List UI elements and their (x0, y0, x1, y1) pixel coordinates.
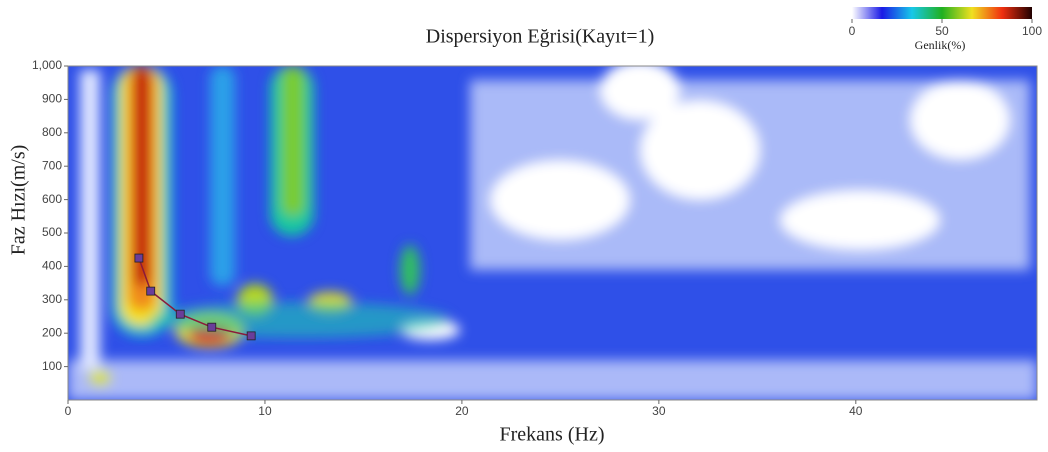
curve-point (176, 310, 184, 318)
x-tick-label: 0 (65, 404, 72, 418)
y-tick-label: 700 (42, 158, 62, 172)
curve-point (135, 254, 143, 262)
heatmap (68, 60, 1037, 400)
x-tick-label: 40 (849, 404, 863, 418)
colorbar-tick-label: 0 (849, 24, 856, 38)
y-tick-label: 100 (42, 359, 62, 373)
y-tick-label: 200 (42, 325, 62, 339)
x-tick-label: 30 (652, 404, 666, 418)
colorbar (852, 7, 1032, 19)
y-tick-label: 1,000 (32, 58, 62, 72)
x-axis-label: Frekans (Hz) (500, 424, 605, 446)
curve-point (147, 287, 155, 295)
curve-point (247, 332, 255, 340)
colorbar-tick-label: 100 (1022, 24, 1042, 38)
chart: Dispersiyon Eğrisi(Kayıt=1) Frekans (Hz)… (0, 0, 1048, 452)
curve-point (208, 323, 216, 331)
colorbar-label: Genlik(%) (915, 38, 966, 52)
y-tick-label: 800 (42, 125, 62, 139)
y-tick-label: 600 (42, 192, 62, 206)
y-axis-label: Faz Hızı(m/s) (8, 145, 30, 256)
x-tick-label: 10 (258, 404, 272, 418)
x-tick-label: 20 (455, 404, 469, 418)
chart-title: Dispersiyon Eğrisi(Kayıt=1) (426, 26, 654, 48)
colorbar-tick-label: 50 (935, 24, 949, 38)
y-tick-label: 500 (42, 225, 62, 239)
y-tick-label: 300 (42, 292, 62, 306)
y-tick-label: 400 (42, 259, 62, 273)
y-tick-label: 900 (42, 92, 62, 106)
